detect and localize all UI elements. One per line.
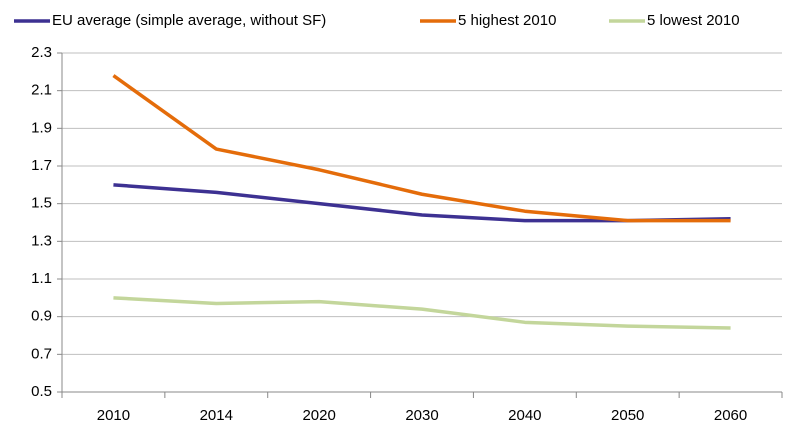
series-line (113, 183, 731, 223)
y-tick-label: 2.3 (31, 44, 52, 61)
y-tick-label: 1.3 (31, 232, 52, 249)
x-tick-label: 2020 (302, 407, 335, 424)
x-tick-label: 2030 (405, 407, 438, 424)
legend-label: 5 highest 2010 (458, 12, 556, 29)
legend-label: EU average (simple average, without SF) (52, 12, 326, 29)
series-line (113, 296, 731, 330)
x-tick-label: 2014 (200, 407, 233, 424)
y-tick-label: 0.7 (31, 345, 52, 362)
y-tick-label: 0.5 (31, 383, 52, 400)
x-tick-label: 2060 (714, 407, 747, 424)
x-tick-label: 2040 (508, 407, 541, 424)
series-line (112, 74, 731, 223)
y-tick-label: 1.7 (31, 157, 52, 174)
y-tick-label: 1.9 (31, 119, 52, 136)
x-tick-label: 2050 (611, 407, 644, 424)
legend-label: 5 lowest 2010 (647, 12, 740, 29)
y-tick-label: 2.1 (31, 82, 52, 99)
x-tick-label: 2010 (97, 407, 130, 424)
y-tick-label: 1.1 (31, 270, 52, 287)
y-tick-label: 1.5 (31, 195, 52, 212)
y-tick-label: 0.9 (31, 308, 52, 325)
